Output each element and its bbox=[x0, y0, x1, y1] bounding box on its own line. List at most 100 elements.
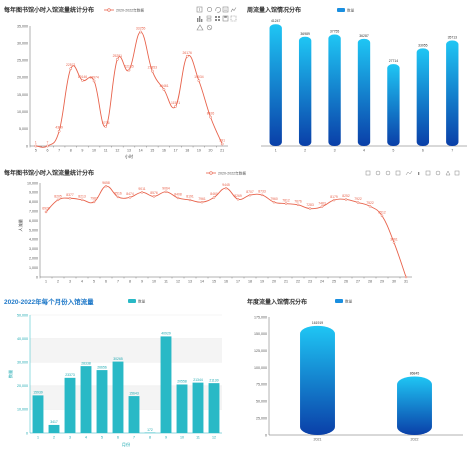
y-tick-label: 20,000 bbox=[17, 76, 28, 80]
x-tick-label: 21 bbox=[220, 149, 224, 153]
data-point bbox=[140, 191, 144, 194]
zoom-icon[interactable] bbox=[196, 6, 203, 13]
data-point bbox=[368, 205, 372, 208]
bar-icon[interactable] bbox=[418, 172, 420, 175]
legend[interactable]: 2020-2022年数据 bbox=[206, 171, 246, 176]
chart-title: 每年图书馆小时入馆流量统计分布 bbox=[3, 169, 94, 177]
legend[interactable]: 数量 bbox=[128, 299, 146, 304]
y-tick-label: 175,000 bbox=[254, 315, 267, 319]
bar bbox=[32, 395, 44, 433]
legend-swatch bbox=[128, 299, 136, 303]
data-label: 9658 bbox=[102, 181, 110, 185]
data-point bbox=[92, 200, 96, 204]
x-tick-label: 26 bbox=[344, 280, 348, 284]
data-label: 7522 bbox=[366, 201, 374, 205]
data-label: 19146 bbox=[78, 75, 88, 79]
legend-dot-marker bbox=[107, 8, 111, 12]
data-point bbox=[92, 79, 96, 83]
x-tick-label: 9 bbox=[141, 280, 143, 284]
bar bbox=[208, 383, 220, 433]
bar bbox=[192, 382, 204, 433]
bar-icon[interactable] bbox=[197, 16, 203, 22]
tile-icon[interactable] bbox=[215, 16, 220, 21]
x-tick-label: 4 bbox=[363, 149, 365, 153]
y-tick-label: 35,000 bbox=[17, 24, 28, 28]
line-icon[interactable] bbox=[405, 170, 413, 176]
data-label: 21130 bbox=[209, 378, 218, 382]
stack-icon[interactable] bbox=[206, 15, 212, 22]
y-tick-label: 0 bbox=[265, 433, 267, 437]
data-label: 6512 bbox=[378, 210, 386, 214]
y-tick-label: 2,000 bbox=[29, 257, 38, 261]
data-label: 591 bbox=[219, 138, 225, 142]
legend-label: 数量 bbox=[138, 299, 146, 304]
line-icon[interactable] bbox=[230, 7, 237, 13]
bar bbox=[357, 38, 371, 146]
data-label: 7483 bbox=[318, 201, 326, 205]
y-tick-label: 1,000 bbox=[29, 266, 38, 270]
y-tick-label: 10,000 bbox=[27, 181, 38, 185]
polygon-select-icon[interactable] bbox=[445, 170, 451, 176]
bar bbox=[80, 366, 92, 433]
chart-title: 每年图书馆小时入馆流量统计分布 bbox=[3, 6, 94, 14]
y-tick-label: 5,000 bbox=[19, 127, 28, 131]
data-label: 11571 bbox=[171, 101, 180, 105]
zoom-reset-icon[interactable] bbox=[375, 170, 381, 176]
legend-label: 2020-2022年数据 bbox=[218, 171, 246, 176]
x-tick-label: 13 bbox=[188, 280, 192, 284]
rect-select-icon[interactable] bbox=[435, 170, 441, 176]
legend-swatch bbox=[337, 8, 345, 12]
data-label: 37755 bbox=[330, 30, 340, 34]
y-tick-label: 10,000 bbox=[17, 408, 28, 412]
data-label: 172 bbox=[147, 428, 153, 432]
data-point bbox=[116, 195, 120, 199]
data-point bbox=[332, 198, 336, 202]
y-tick-label: 10,000 bbox=[17, 110, 28, 114]
x-tick-label: 24 bbox=[320, 280, 324, 284]
legend[interactable]: 数量 bbox=[335, 299, 353, 304]
x-tick-label: 5 bbox=[93, 280, 95, 284]
clear-select-icon[interactable] bbox=[206, 24, 213, 31]
data-label: 7 bbox=[47, 140, 49, 144]
legend[interactable]: 2020-2022年数据 bbox=[104, 8, 144, 13]
save-icon[interactable] bbox=[425, 170, 431, 176]
y-tick-label: 125,000 bbox=[254, 349, 267, 353]
data-point bbox=[209, 115, 212, 119]
data-point bbox=[220, 142, 224, 146]
data-label: 7812 bbox=[282, 198, 290, 202]
x-tick-label: 8 bbox=[149, 436, 151, 440]
chart-title: 周流量入馆情况分布 bbox=[247, 6, 301, 14]
legend-label: 数量 bbox=[347, 8, 355, 13]
restore-icon[interactable] bbox=[385, 170, 391, 176]
x-axis-label: 小时 bbox=[125, 153, 134, 160]
x-tick-label: 8 bbox=[70, 149, 72, 153]
data-point bbox=[34, 144, 38, 148]
data-label: 23373 bbox=[65, 373, 75, 377]
zoom-icon[interactable] bbox=[365, 170, 371, 176]
x-tick-label: 11 bbox=[104, 149, 108, 153]
x-tick-label: 2022 bbox=[411, 438, 419, 442]
data-view-icon[interactable] bbox=[395, 170, 401, 176]
x-tick-label: 7 bbox=[117, 280, 119, 284]
zoom-reset-icon[interactable] bbox=[207, 6, 213, 13]
y-tick-label: 40,000 bbox=[17, 337, 28, 341]
data-label: 9064 bbox=[162, 186, 170, 190]
legend[interactable]: 数量 bbox=[337, 8, 355, 13]
data-label: 1 bbox=[35, 140, 37, 144]
data-point bbox=[344, 198, 348, 201]
restore-icon[interactable] bbox=[215, 7, 221, 13]
rect-select-icon[interactable] bbox=[230, 15, 237, 22]
data-label: 6920 bbox=[42, 207, 50, 211]
polygon-select-icon[interactable] bbox=[196, 24, 204, 31]
data-view-icon[interactable] bbox=[222, 6, 229, 13]
x-tick-label: 2 bbox=[57, 280, 59, 284]
data-label: 7676 bbox=[294, 200, 302, 204]
legend-label: 2020-2022年数据 bbox=[116, 8, 144, 13]
data-point bbox=[308, 207, 312, 210]
y-tick-label: 4,000 bbox=[29, 238, 38, 242]
data-label: 9011 bbox=[138, 187, 145, 191]
data-point bbox=[296, 203, 300, 207]
clear-select-icon[interactable] bbox=[454, 170, 460, 176]
bar bbox=[48, 424, 60, 433]
save-icon[interactable] bbox=[222, 15, 229, 22]
